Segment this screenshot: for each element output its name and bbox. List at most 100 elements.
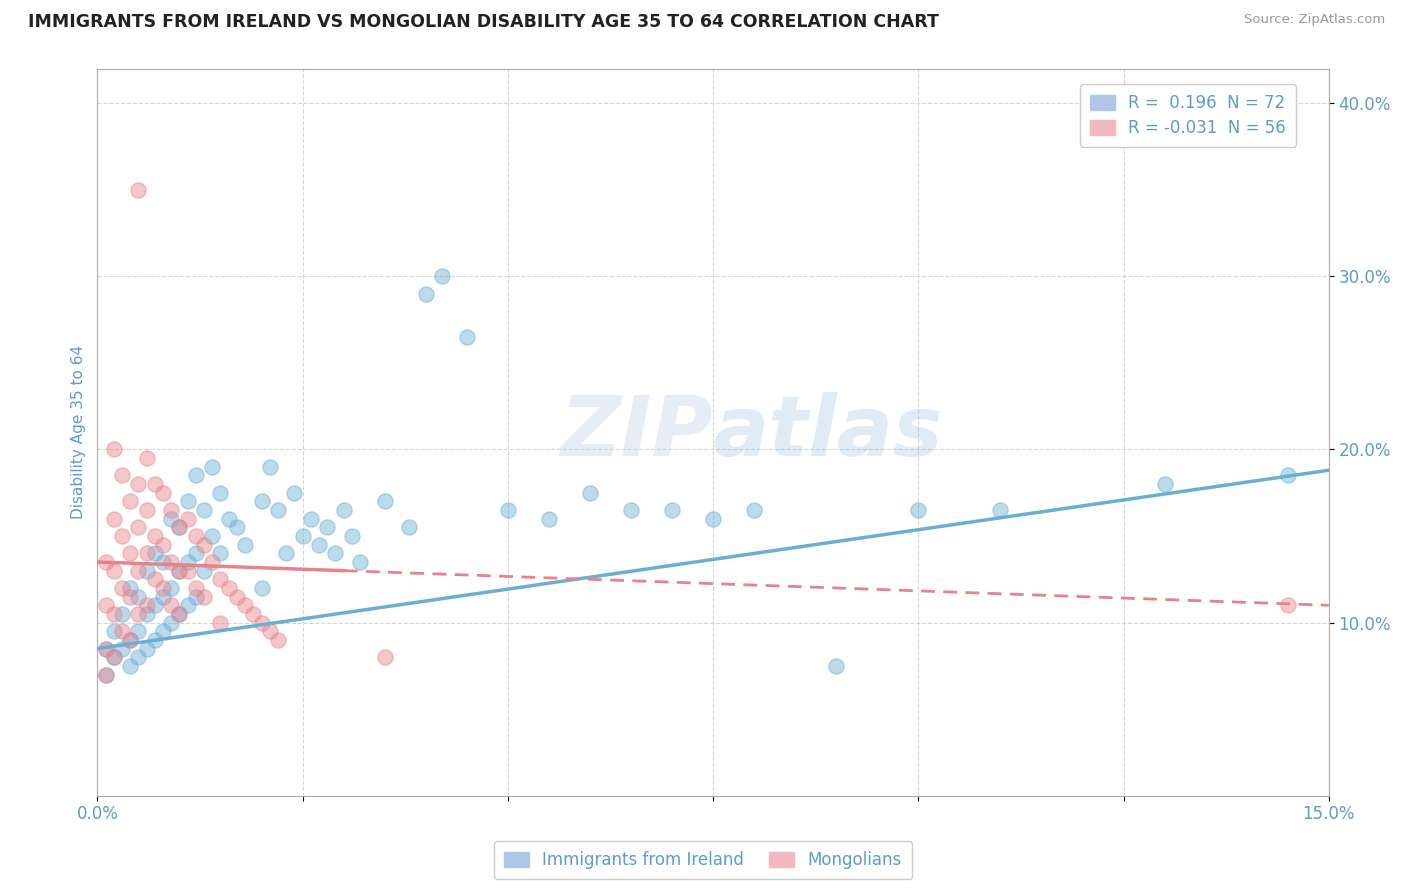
Point <box>308 538 330 552</box>
Point <box>291 529 314 543</box>
Point <box>94 641 117 656</box>
Point <box>267 632 290 647</box>
Point <box>201 529 224 543</box>
Point <box>209 572 232 586</box>
Point <box>907 503 929 517</box>
Point <box>1277 599 1299 613</box>
Point <box>135 503 157 517</box>
Point <box>160 615 183 630</box>
Point <box>340 529 363 543</box>
Point <box>152 485 174 500</box>
Point <box>193 564 215 578</box>
Point <box>135 607 157 621</box>
Point <box>209 546 232 560</box>
Point <box>143 477 166 491</box>
Point <box>193 590 215 604</box>
Point <box>111 468 134 483</box>
Point <box>1153 477 1175 491</box>
Point <box>184 529 207 543</box>
Point <box>103 624 125 639</box>
Point <box>152 624 174 639</box>
Point <box>127 607 149 621</box>
Point <box>250 615 273 630</box>
Point <box>135 546 157 560</box>
Point <box>1277 468 1299 483</box>
Point <box>184 468 207 483</box>
Point <box>349 555 371 569</box>
Point <box>184 590 207 604</box>
Point <box>127 624 149 639</box>
Point <box>120 494 142 508</box>
Point <box>135 599 157 613</box>
Text: atlas: atlas <box>713 392 943 473</box>
Point <box>415 286 437 301</box>
Point <box>169 520 191 534</box>
Point <box>120 659 142 673</box>
Point <box>103 564 125 578</box>
Point <box>135 641 157 656</box>
Point <box>127 590 149 604</box>
Point <box>201 459 224 474</box>
Legend: Immigrants from Ireland, Mongolians: Immigrants from Ireland, Mongolians <box>494 841 912 880</box>
Point <box>160 581 183 595</box>
Point <box>120 581 142 595</box>
Point <box>120 590 142 604</box>
Point <box>398 520 420 534</box>
Point <box>94 555 117 569</box>
Point <box>201 555 224 569</box>
Point <box>233 599 256 613</box>
Point <box>276 546 298 560</box>
Point <box>169 520 191 534</box>
Point <box>209 485 232 500</box>
Point <box>176 512 198 526</box>
Point <box>169 607 191 621</box>
Point <box>152 581 174 595</box>
Y-axis label: Disability Age 35 to 64: Disability Age 35 to 64 <box>72 345 86 519</box>
Point <box>176 494 198 508</box>
Point <box>94 641 117 656</box>
Point <box>111 607 134 621</box>
Point <box>127 650 149 665</box>
Point <box>332 503 354 517</box>
Legend: R =  0.196  N = 72, R = -0.031  N = 56: R = 0.196 N = 72, R = -0.031 N = 56 <box>1080 84 1296 147</box>
Point <box>169 564 191 578</box>
Point <box>111 581 134 595</box>
Point <box>135 564 157 578</box>
Point <box>430 269 453 284</box>
Point <box>990 503 1012 517</box>
Point <box>176 555 198 569</box>
Point <box>160 503 183 517</box>
Point <box>127 564 149 578</box>
Point <box>661 503 683 517</box>
Point <box>143 599 166 613</box>
Point <box>374 494 396 508</box>
Point <box>94 667 117 681</box>
Point <box>209 615 232 630</box>
Point <box>250 494 273 508</box>
Point <box>742 503 765 517</box>
Point <box>299 512 322 526</box>
Point <box>579 485 602 500</box>
Point <box>111 641 134 656</box>
Point <box>825 659 848 673</box>
Point <box>152 538 174 552</box>
Point <box>152 555 174 569</box>
Point <box>103 650 125 665</box>
Point <box>143 632 166 647</box>
Point <box>120 546 142 560</box>
Point <box>169 607 191 621</box>
Point <box>111 624 134 639</box>
Point <box>127 520 149 534</box>
Point <box>702 512 724 526</box>
Point <box>135 451 157 466</box>
Point <box>218 581 240 595</box>
Point <box>103 650 125 665</box>
Point <box>456 330 478 344</box>
Text: IMMIGRANTS FROM IRELAND VS MONGOLIAN DISABILITY AGE 35 TO 64 CORRELATION CHART: IMMIGRANTS FROM IRELAND VS MONGOLIAN DIS… <box>28 13 939 31</box>
Point <box>226 590 249 604</box>
Text: ZIP: ZIP <box>561 392 713 473</box>
Point <box>283 485 305 500</box>
Point <box>218 512 240 526</box>
Point <box>259 459 281 474</box>
Point <box>103 607 125 621</box>
